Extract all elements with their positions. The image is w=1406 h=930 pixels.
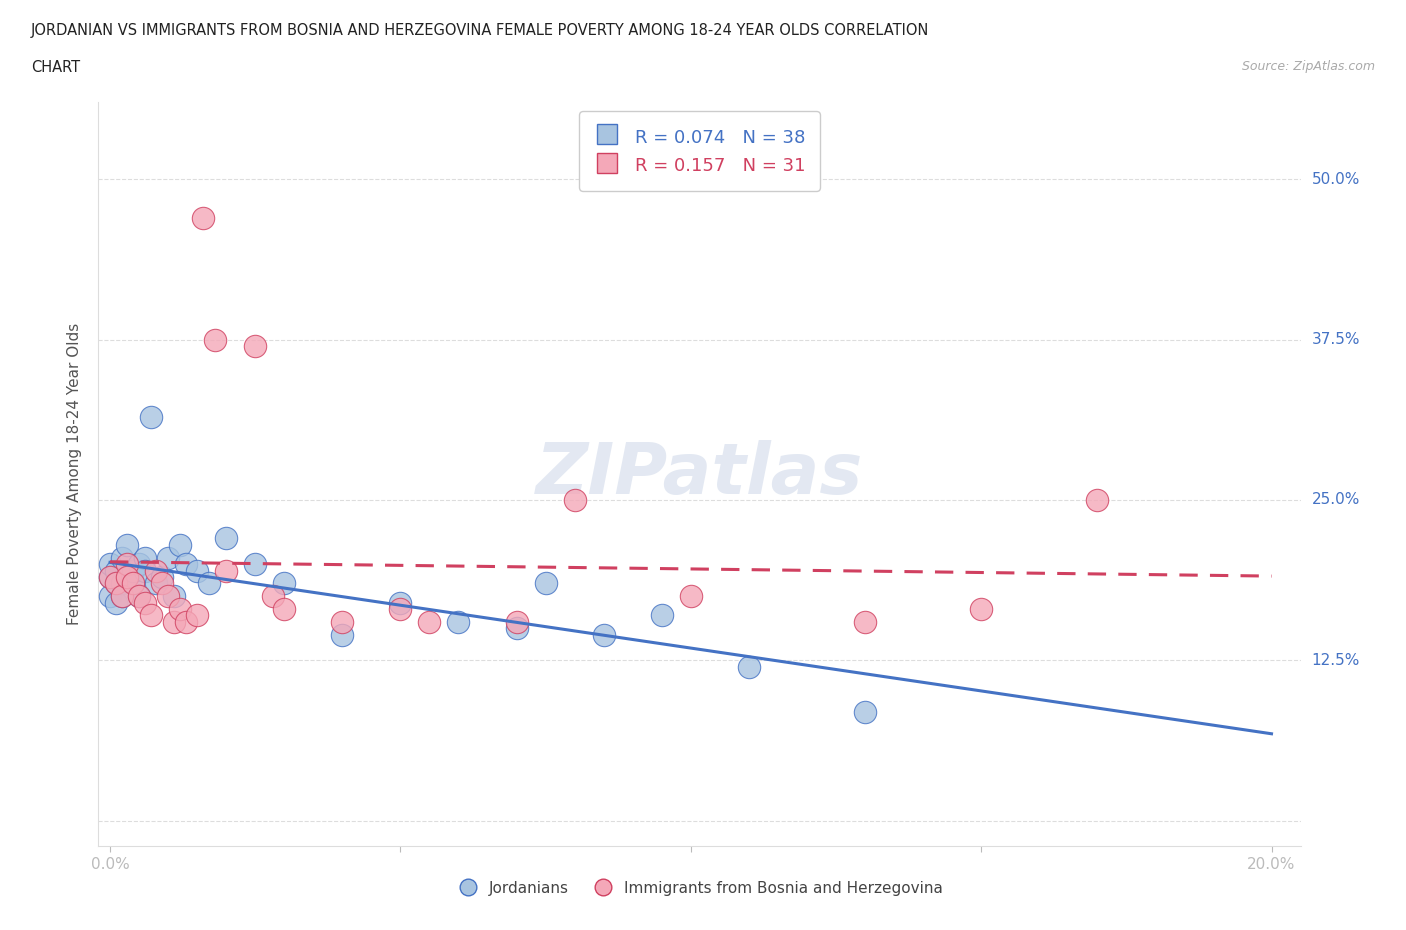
Text: 50.0%: 50.0% <box>1312 172 1360 187</box>
Point <box>111 551 134 565</box>
Point <box>215 563 238 578</box>
Point <box>104 563 127 578</box>
Point <box>117 538 139 552</box>
Point <box>197 576 219 591</box>
Point <box>111 576 134 591</box>
Point <box>505 621 527 636</box>
Point <box>145 563 167 578</box>
Point <box>174 557 197 572</box>
Point <box>122 576 145 591</box>
Text: ZIPatlas: ZIPatlas <box>536 440 863 509</box>
Point <box>134 563 156 578</box>
Point <box>169 602 191 617</box>
Point <box>505 615 527 630</box>
Text: 37.5%: 37.5% <box>1312 332 1360 347</box>
Point <box>738 659 761 674</box>
Point <box>169 538 191 552</box>
Y-axis label: Female Poverty Among 18-24 Year Olds: Female Poverty Among 18-24 Year Olds <box>67 324 83 626</box>
Point <box>174 615 197 630</box>
Text: CHART: CHART <box>31 60 80 75</box>
Point <box>679 589 702 604</box>
Point <box>970 602 993 617</box>
Point <box>592 627 614 642</box>
Point <box>1085 493 1108 508</box>
Point <box>389 602 412 617</box>
Point <box>117 569 139 584</box>
Text: 12.5%: 12.5% <box>1312 653 1360 668</box>
Point <box>104 595 127 610</box>
Point <box>262 589 284 604</box>
Point <box>564 493 586 508</box>
Text: JORDANIAN VS IMMIGRANTS FROM BOSNIA AND HERZEGOVINA FEMALE POVERTY AMONG 18-24 Y: JORDANIAN VS IMMIGRANTS FROM BOSNIA AND … <box>31 23 929 38</box>
Point <box>98 557 121 572</box>
Point <box>104 576 127 591</box>
Point <box>215 531 238 546</box>
Point <box>186 563 208 578</box>
Point <box>111 589 134 604</box>
Point <box>204 332 226 347</box>
Point <box>134 595 156 610</box>
Point <box>104 576 127 591</box>
Point <box>122 576 145 591</box>
Point <box>273 602 295 617</box>
Point <box>853 615 876 630</box>
Point <box>651 608 673 623</box>
Point <box>389 595 412 610</box>
Text: Source: ZipAtlas.com: Source: ZipAtlas.com <box>1241 60 1375 73</box>
Point <box>157 551 180 565</box>
Point <box>186 608 208 623</box>
Point <box>245 557 267 572</box>
Point <box>447 615 470 630</box>
Point <box>122 563 145 578</box>
Point <box>853 704 876 719</box>
Point <box>139 409 162 424</box>
Point <box>163 615 186 630</box>
Point <box>163 589 186 604</box>
Point <box>330 627 353 642</box>
Point <box>128 557 150 572</box>
Point <box>128 589 150 604</box>
Point <box>117 557 139 572</box>
Point <box>157 589 180 604</box>
Point <box>330 615 353 630</box>
Point <box>98 569 121 584</box>
Point <box>150 569 173 584</box>
Point <box>117 569 139 584</box>
Point <box>139 608 162 623</box>
Point <box>98 569 121 584</box>
Point <box>128 589 150 604</box>
Point <box>150 576 173 591</box>
Point <box>145 576 167 591</box>
Point <box>98 589 121 604</box>
Point <box>111 589 134 604</box>
Point <box>134 551 156 565</box>
Point <box>534 576 557 591</box>
Point <box>273 576 295 591</box>
Point <box>245 339 267 353</box>
Point <box>418 615 440 630</box>
Text: 25.0%: 25.0% <box>1312 493 1360 508</box>
Legend: Jordanians, Immigrants from Bosnia and Herzegovina: Jordanians, Immigrants from Bosnia and H… <box>450 875 949 902</box>
Point <box>191 210 214 225</box>
